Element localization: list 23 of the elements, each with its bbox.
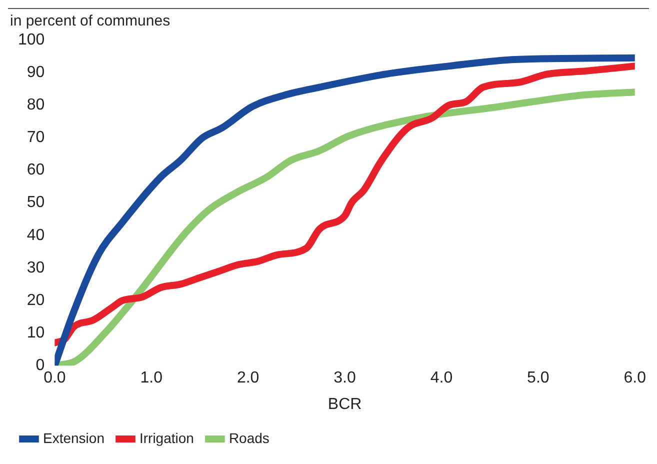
- legend-label: Irrigation: [139, 430, 194, 446]
- x-tick-label: 5.0: [527, 370, 550, 387]
- y-tick-label: 40: [26, 226, 45, 244]
- y-tick-label: 50: [26, 194, 45, 212]
- x-tick-label: 0.0: [44, 370, 66, 387]
- y-tick-label: 10: [26, 324, 45, 342]
- y-tick-label: 70: [26, 129, 45, 146]
- y-tick-label: 100: [18, 31, 45, 48]
- x-tick-label: 4.0: [430, 370, 453, 387]
- y-tick-label: 60: [26, 162, 45, 179]
- y-tick-label: 90: [26, 64, 45, 81]
- x-tick-label: 3.0: [334, 370, 356, 387]
- y-tick-label: 80: [26, 96, 45, 114]
- y-tick-label: 30: [26, 259, 45, 276]
- legend-label: Extension: [43, 430, 104, 446]
- y-axis-title: in percent of communes: [10, 12, 170, 30]
- x-axis-title: BCR: [328, 396, 362, 413]
- y-tick-label: 20: [26, 292, 45, 309]
- x-tick-label: 2.0: [236, 370, 260, 387]
- x-tick-label: 1.0: [140, 370, 163, 387]
- y-tick-label: 0: [36, 357, 45, 374]
- x-tick-label: 6.0: [624, 370, 646, 387]
- legend-label: Roads: [228, 430, 270, 446]
